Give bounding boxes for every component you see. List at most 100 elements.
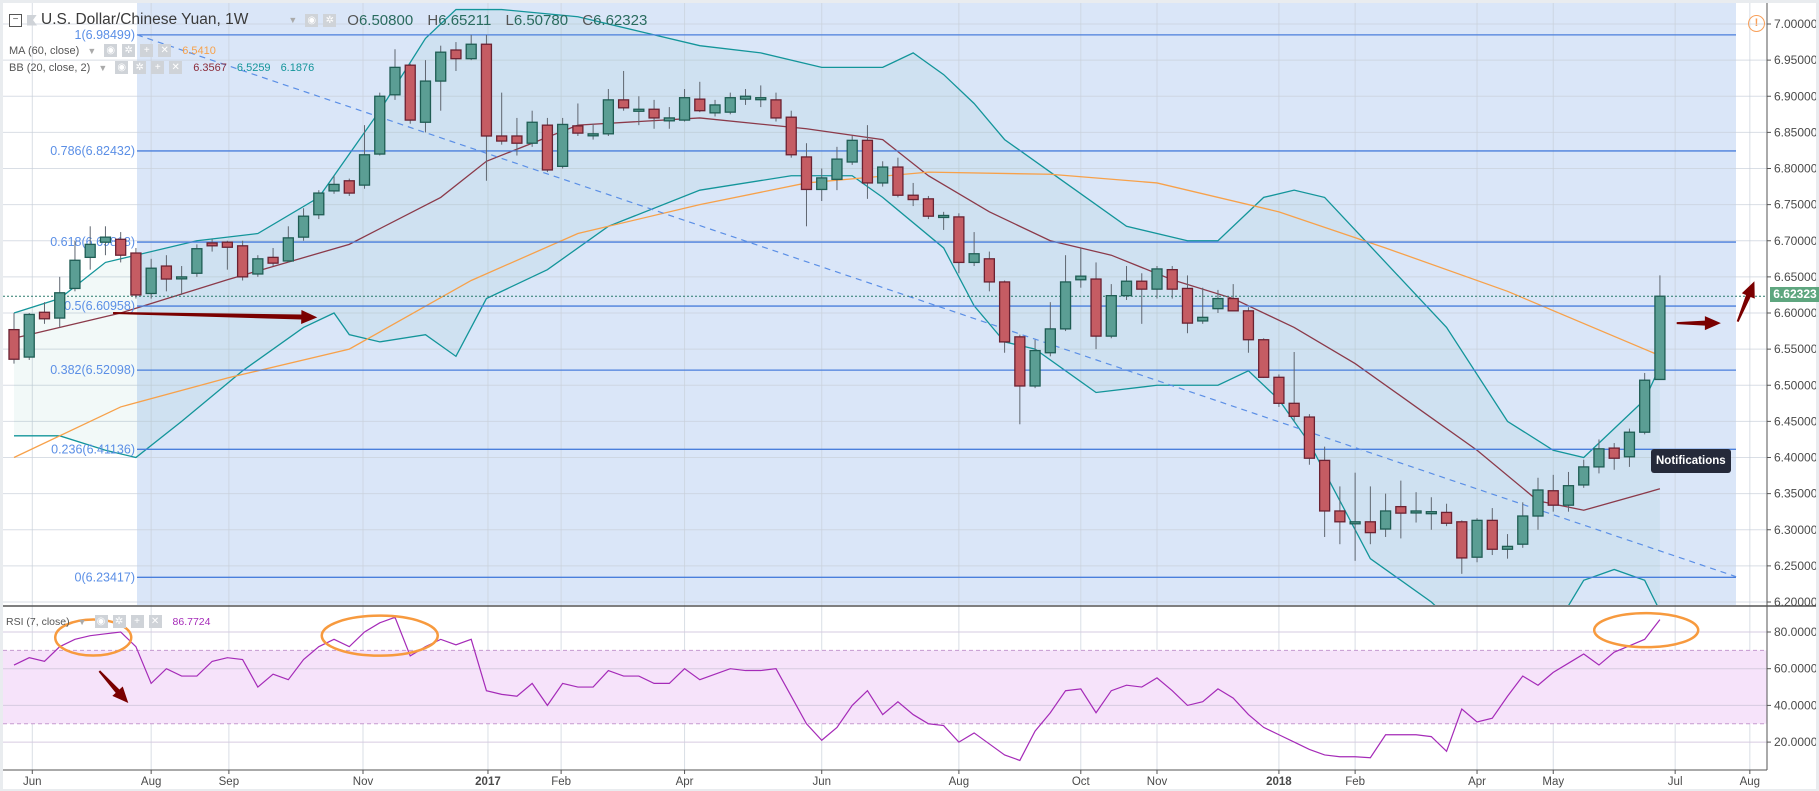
price-axis-label: 6.65000 (1774, 270, 1816, 284)
rsi-axis-label: 80.0000 (1774, 625, 1816, 639)
chevron-down-icon[interactable]: ▼ (98, 62, 108, 73)
candle-body (785, 116, 797, 156)
candle-body (861, 139, 874, 184)
chevron-down-icon[interactable]: ▼ (77, 616, 87, 627)
gear-icon[interactable]: ✲ (122, 44, 136, 57)
candle (374, 92, 386, 156)
last-price-tag: 6.62323 (1770, 287, 1819, 302)
fib-level-label: 0.786(6.82432) (50, 144, 135, 158)
candle (968, 232, 980, 267)
candle (1197, 287, 1209, 324)
candle-body (404, 64, 416, 121)
candle-body (54, 292, 66, 319)
candle-body (694, 98, 706, 112)
candle-body (1379, 510, 1392, 530)
candle (709, 99, 721, 117)
candle-body (1395, 505, 1407, 514)
candle-body (572, 125, 584, 134)
candle-body (160, 265, 173, 280)
chart-canvas[interactable]: 1(6.98499) 0.786(6.82432) 0.618(6.69818) 0.… (3, 3, 1816, 789)
price-axis-label: 6.25000 (1774, 559, 1816, 573)
candle (419, 60, 432, 133)
time-axis-label: Sep (219, 776, 239, 788)
candle-body (1044, 328, 1056, 354)
candle-body (1517, 515, 1529, 545)
candle-body (1639, 379, 1651, 433)
candle (1639, 372, 1651, 435)
candle-body (633, 108, 645, 112)
price-axis-label: 6.85000 (1774, 125, 1816, 139)
time-axis-label: Apr (1468, 776, 1486, 788)
bb-lower-value: 6.1876 (280, 61, 315, 74)
candle (937, 211, 950, 230)
eye-icon[interactable]: ◉ (104, 44, 118, 57)
candle-body (1273, 376, 1285, 404)
low-key: L (505, 11, 514, 29)
plus-icon[interactable]: + (130, 615, 144, 628)
candle (1334, 486, 1346, 545)
high-key: H (427, 11, 439, 29)
candle-body (313, 192, 325, 216)
candle (115, 232, 127, 263)
fib-level-label: 0.5(6.60958) (64, 299, 135, 313)
candle (206, 239, 218, 252)
candle-body (877, 166, 889, 184)
close-icon[interactable]: ✕ (158, 44, 172, 57)
rsi-legend[interactable]: RSI (7, close) ▼ ◉ ✲ + ✕ 86.7724 (6, 615, 211, 628)
candle-body (831, 158, 843, 180)
price-axis-label: 6.50000 (1774, 378, 1816, 392)
minus-box-icon[interactable]: − (9, 13, 22, 27)
candle (1562, 471, 1575, 512)
eye-icon[interactable]: ◉ (305, 13, 319, 27)
chevron-down-icon[interactable]: ▼ (87, 45, 97, 56)
ma-label[interactable]: MA (60, close) (9, 44, 80, 57)
candle-body (617, 99, 630, 109)
candle-body (800, 156, 813, 191)
chart-panel[interactable]: 1(6.98499) 0.786(6.82432) 0.618(6.69818) 0.… (3, 3, 1819, 789)
candle (465, 34, 477, 61)
candle (1151, 266, 1163, 299)
symbol-title[interactable]: U.S. Dollar/Chinese Yuan, 1W (41, 11, 249, 28)
plus-icon[interactable]: + (140, 44, 154, 57)
flag-icon[interactable] (27, 14, 37, 26)
candle (846, 135, 858, 165)
candle (1379, 493, 1392, 537)
annotation-arrow (113, 309, 318, 324)
ma-legend[interactable]: MA (60, close) ▼ ◉ ✲ + ✕ 6.5410 (9, 44, 216, 57)
gear-icon[interactable]: ✲ (133, 61, 147, 74)
candle (1258, 338, 1270, 379)
eye-icon[interactable]: ◉ (115, 61, 129, 74)
bb-label[interactable]: BB (20, close, 2) (9, 61, 91, 74)
candle-body (84, 243, 96, 259)
candle-body (755, 97, 767, 101)
rsi-label[interactable]: RSI (7, close) (6, 615, 70, 628)
notifications-tooltip[interactable]: Notifications (1651, 449, 1731, 473)
bb-legend[interactable]: BB (20, close, 2) ▼ ◉ ✲ + ✕ 6.3567 6.5259 6… (9, 61, 314, 74)
candle-body (648, 108, 660, 119)
eye-icon[interactable]: ◉ (94, 615, 108, 628)
alert-icon[interactable]: ! (1748, 15, 1765, 32)
gear-icon[interactable]: ✲ (323, 13, 337, 27)
highlight-region (137, 3, 1736, 605)
bollinger-mid-line (13, 117, 1661, 511)
gear-icon[interactable]: ✲ (112, 615, 126, 628)
candle (724, 92, 736, 115)
candle-body (1029, 349, 1041, 387)
candle (130, 247, 142, 299)
candle-body (374, 95, 386, 155)
candle-body (38, 311, 51, 320)
candle-body (435, 51, 447, 82)
candle-body (983, 258, 996, 283)
candle-body (1318, 459, 1331, 512)
candle (160, 255, 173, 292)
time-axis-label: Jul (1668, 776, 1683, 788)
chevron-down-icon[interactable]: ▼ (288, 15, 298, 25)
candle (1608, 443, 1620, 470)
close-icon[interactable]: ✕ (148, 615, 162, 628)
candle-body (770, 99, 782, 119)
plus-icon[interactable]: + (151, 61, 165, 74)
close-icon[interactable]: ✕ (169, 61, 183, 74)
time-axis-label: Nov (353, 776, 374, 788)
candle-body (145, 267, 157, 295)
candle (389, 49, 401, 100)
